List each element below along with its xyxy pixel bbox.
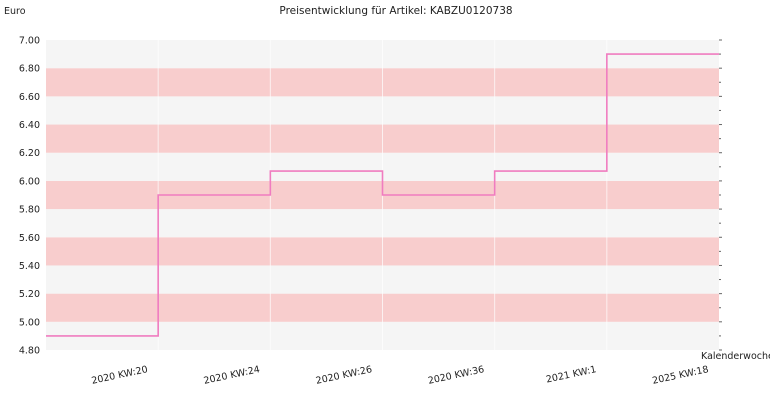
x-tick-label: 2020 KW:26 — [315, 364, 373, 387]
x-tick-label: 2020 KW:24 — [203, 364, 261, 387]
x-tick-label: 2020 KW:20 — [91, 364, 149, 387]
x-axis: 2020 KW:20 2020 KW:24 2020 KW:26 2020 KW:36… — [91, 364, 710, 387]
x-tick-label: 2025 KW:18 — [651, 364, 709, 387]
x-tick-label: 2021 KW:1 — [545, 364, 597, 385]
y-axis: 7.00 6.80 6.60 6.40 6.20 6.00 5.80 5.60 5.40 5.20… — [19, 36, 722, 357]
y-tick-label: 5.00 — [19, 317, 40, 328]
y-tick-label: 5.80 — [19, 205, 40, 216]
price-step-line — [46, 53, 719, 337]
price-series — [46, 53, 719, 337]
y-tick-label: 6.80 — [19, 64, 40, 75]
y-tick-label: 6.40 — [19, 120, 40, 131]
y-tick-label: 6.60 — [19, 92, 40, 103]
y-tick-label: 4.80 — [19, 346, 40, 357]
y-tick-label: 6.20 — [19, 148, 40, 159]
chart-title: Preisentwicklung für Artikel: KABZU01207… — [279, 5, 512, 17]
y-tick-label: 5.60 — [19, 233, 40, 244]
x-axis-label: Kalenderwoche — [701, 351, 770, 362]
y-axis-label: Euro — [4, 6, 26, 17]
y-tick-label: 6.00 — [19, 176, 40, 187]
x-tick-label: 2020 KW:36 — [427, 364, 485, 387]
y-tick-label: 5.20 — [19, 289, 40, 300]
y-tick-label: 5.40 — [19, 261, 40, 272]
y-tick-label: 7.00 — [19, 36, 40, 47]
